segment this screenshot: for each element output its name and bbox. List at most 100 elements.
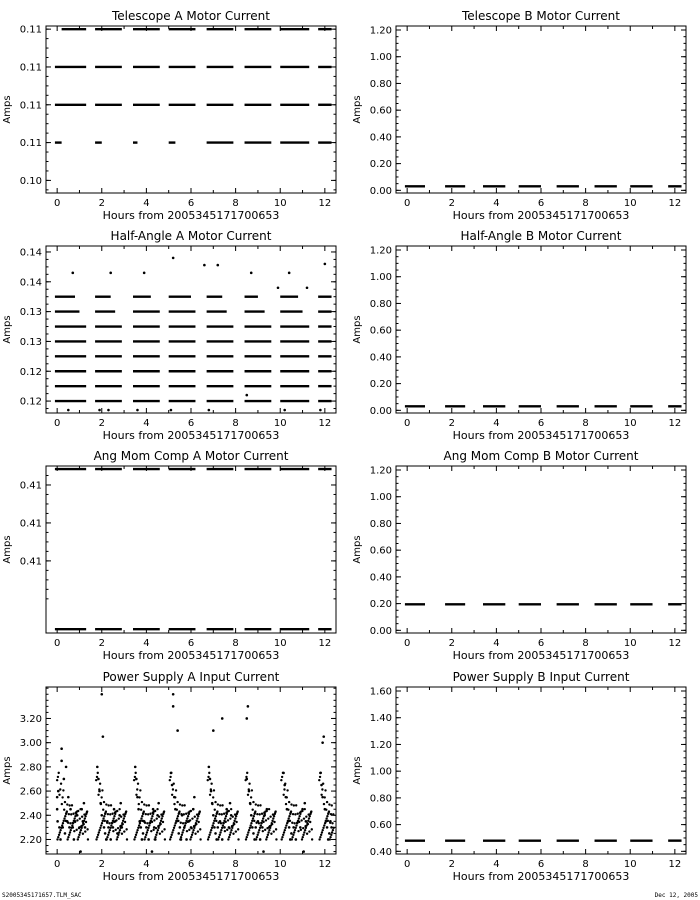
data-point <box>212 789 216 792</box>
data-point <box>99 802 103 806</box>
data-point <box>111 826 115 829</box>
data-point <box>296 812 299 815</box>
data-point <box>213 817 217 820</box>
data-point <box>325 826 329 829</box>
data-point <box>323 824 326 827</box>
data-point <box>302 817 306 820</box>
data-point <box>175 808 179 811</box>
data-point <box>84 820 88 824</box>
x-tick-label: 4 <box>143 418 149 429</box>
data-point <box>283 408 286 412</box>
data-point <box>211 824 214 827</box>
y-tick-label: 0.80 <box>370 793 392 804</box>
data-point <box>325 800 329 804</box>
data-point <box>248 826 252 830</box>
x-tick-label: 0 <box>54 638 60 649</box>
data-point <box>318 838 321 841</box>
data-point <box>100 821 104 825</box>
data-point <box>246 793 250 796</box>
data-point <box>322 826 325 830</box>
data-point <box>78 817 81 820</box>
data-point <box>102 817 105 820</box>
footer-date: Dec 12, 2005 <box>654 892 698 899</box>
data-point <box>60 747 63 751</box>
data-point <box>245 393 249 397</box>
data-point <box>272 830 275 833</box>
data-point <box>299 828 303 832</box>
power-supply-a-input-current-chart: Power Supply A Input Current 0 2 4 6 8 10 12 2.2… <box>2 670 337 883</box>
data-point <box>305 286 309 290</box>
data-point <box>189 838 192 841</box>
data-point <box>219 831 222 834</box>
data-point <box>319 833 323 837</box>
data-point <box>169 408 173 412</box>
data-point <box>168 838 172 841</box>
data-point <box>64 815 67 818</box>
data-point <box>109 271 112 275</box>
data-point <box>296 821 299 825</box>
data-point <box>151 815 154 818</box>
data-point <box>173 824 177 827</box>
data-point <box>323 262 327 266</box>
x-tick-label: 4 <box>143 859 149 870</box>
data-point <box>161 820 165 824</box>
x-tick-label: 12 <box>668 198 681 209</box>
x-tick-label: 8 <box>582 198 588 209</box>
y-tick-label: 2.20 <box>20 835 42 846</box>
data-point <box>220 813 223 816</box>
data-point <box>107 408 110 412</box>
data-point <box>283 828 287 832</box>
x-tick-label: 10 <box>624 198 637 209</box>
data-point <box>281 835 284 839</box>
data-point <box>178 826 182 829</box>
data-point <box>268 828 271 832</box>
data-point <box>137 807 140 811</box>
data-point <box>176 729 179 732</box>
data-point <box>61 821 65 825</box>
data-point <box>58 831 62 834</box>
data-point <box>284 826 287 830</box>
data-marks <box>54 467 332 631</box>
data-point <box>186 820 189 824</box>
data-point <box>150 829 153 833</box>
data-point <box>153 819 156 822</box>
data-point <box>265 807 269 811</box>
data-point <box>227 838 230 841</box>
data-point <box>257 822 261 825</box>
data-point <box>211 802 214 806</box>
data-point <box>289 810 293 813</box>
data-point <box>143 821 147 824</box>
plot-frame <box>45 465 337 634</box>
data-point <box>86 838 90 841</box>
data-point <box>303 807 306 811</box>
data-point <box>253 819 256 823</box>
data-point <box>325 808 328 811</box>
data-point <box>153 809 157 813</box>
x-tick-label: 4 <box>493 638 499 649</box>
data-point <box>197 820 200 824</box>
data-point <box>140 800 144 804</box>
data-point <box>83 817 87 820</box>
data-point <box>56 775 60 779</box>
x-tick-label: 4 <box>143 198 149 209</box>
data-point <box>331 828 335 832</box>
data-point <box>322 735 326 738</box>
data-point <box>247 788 250 791</box>
data-point <box>271 822 274 826</box>
data-point <box>57 835 60 839</box>
y-tick-label: 1.40 <box>370 713 392 724</box>
y-tick-label: 0.11 <box>20 100 42 111</box>
data-point <box>302 826 305 830</box>
data-point <box>251 808 254 811</box>
x-tick-label: 0 <box>404 859 410 870</box>
data-point <box>319 835 322 839</box>
data-point <box>303 831 306 834</box>
data-point <box>265 809 268 813</box>
y-tick-label: 0.13 <box>20 337 42 348</box>
data-point <box>171 256 175 260</box>
y-tick-label: 0.00 <box>370 406 392 417</box>
data-point <box>254 826 257 829</box>
data-marks <box>54 27 332 144</box>
data-point <box>145 831 149 834</box>
data-point <box>219 822 223 825</box>
